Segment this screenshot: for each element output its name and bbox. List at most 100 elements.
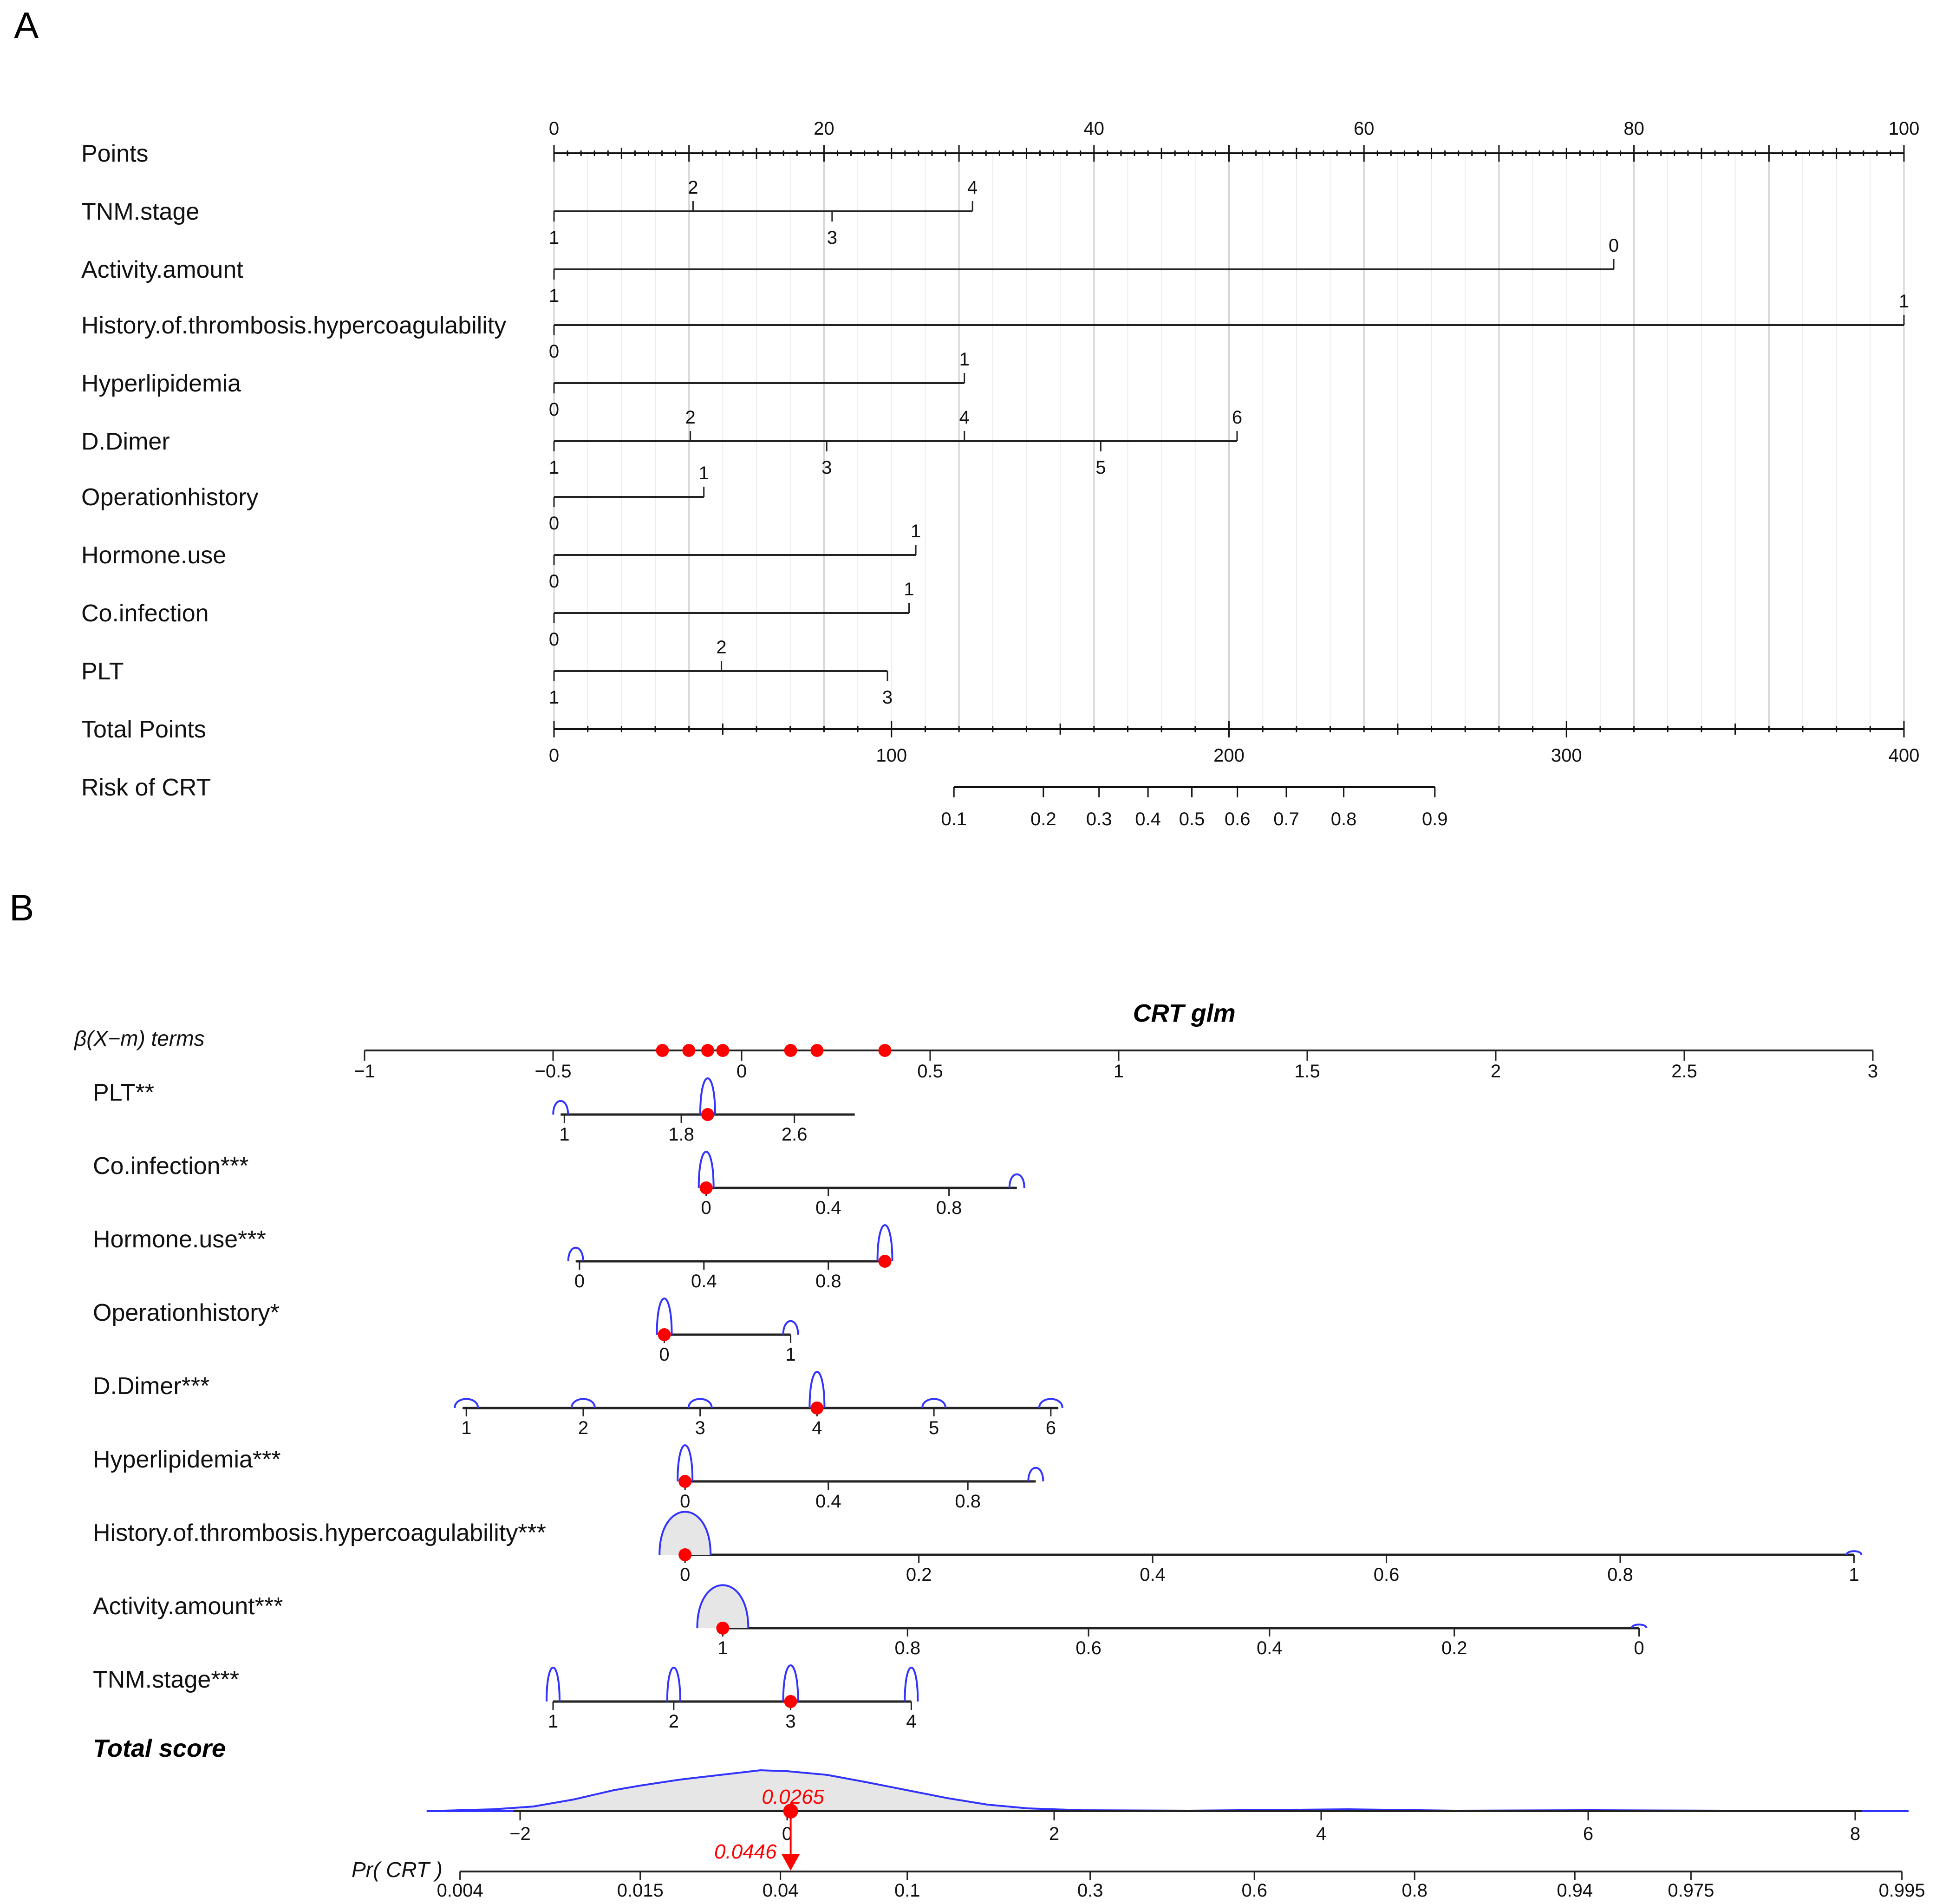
points-tick-label: 0 [549,118,559,139]
density-bump-d-dimer [1038,1398,1063,1408]
scale-tick-label-tnm-stage: 1 [548,1711,558,1732]
scale-tick-label-history-of-thrombosis-hypercoagulability: 0 [680,1565,690,1585]
probability-tick-label: 0.015 [617,1880,664,1901]
scale-tick-label-history-of-thrombosis-hypercoagulability: 0.6 [1374,1565,1400,1585]
scale-tick-label-operationhistory: 0 [549,513,559,534]
beta-tick-label: 2.5 [1671,1061,1697,1082]
row-label-hyperlipidemia: Hyperlipidemia*** [93,1446,281,1473]
scale-tick-label-d-dimer: 5 [1095,457,1106,478]
scale-tick-label-activity-amount: 0.4 [1257,1638,1283,1658]
scale-tick-label-d-dimer: 1 [461,1418,471,1438]
scale-tick-label-d-dimer: 3 [821,457,832,478]
density-bump-hormone-use [876,1224,893,1262]
scale-tick-label-hyperlipidemia: 1 [959,349,970,370]
total-score-tick-label: 6 [1583,1824,1593,1844]
row-label-operationhistory: Operationhistory* [93,1299,280,1326]
beta-tick-label: −1 [354,1061,375,1082]
scale-tick-label-activity-amount: 0 [1609,235,1619,256]
selected-point-tnm-stage [784,1695,797,1708]
points-tick-label: 80 [1623,118,1644,139]
scale-tick-label-co-infection: 0.8 [936,1198,962,1218]
scale-tick-label-plt: 1.8 [668,1124,694,1145]
scale-tick-label-plt: 2.6 [782,1124,808,1145]
total-points-tick-label: 200 [1213,745,1245,766]
total-score-tick-label: −2 [509,1824,531,1844]
density-bump-plt [552,1100,569,1115]
row-label-activity-amount: Activity.amount [81,256,243,283]
scale-tick-label-activity-amount: 1 [717,1638,728,1658]
panel-b-title: CRT glm [1133,999,1236,1027]
row-label-activity-amount: Activity.amount*** [93,1593,283,1620]
beta-tick-label: 3 [1868,1061,1878,1082]
row-label-co-infection: Co.infection*** [93,1153,248,1180]
probability-tick-label: 0.004 [437,1880,483,1901]
density-bump-hyperlipidemia [1027,1467,1044,1482]
selected-point-co-infection [699,1181,713,1194]
row-label-tnm-stage: TNM.stage [81,198,199,225]
probability-tick-label: 0.1 [894,1880,920,1901]
scale-tick-label-history-of-thrombosis-hypercoagulability: 1 [1899,291,1909,312]
scale-tick-label-hyperlipidemia: 0 [680,1491,690,1512]
scale-tick-label-hormone-use: 0.8 [815,1271,841,1291]
density-bump-history-of-thrombosis-hypercoagulability [658,1511,712,1555]
scale-tick-label-activity-amount: 1 [549,286,559,306]
total-points-tick-label: 0 [549,745,559,766]
beta-term-point [682,1044,696,1057]
scale-tick-label-hormone-use: 1 [911,521,921,541]
scale-tick-label-d-dimer: 1 [549,457,559,478]
projection-arrow-head [781,1854,800,1871]
scale-tick-label-d-dimer: 2 [685,407,695,428]
density-bump-tnm-stage [666,1667,681,1702]
risk-tick-label: 0.1 [941,809,967,829]
total-points-tick-label: 300 [1551,745,1582,766]
beta-term-point [656,1044,669,1057]
density-bump-d-dimer [570,1398,596,1408]
scale-tick-label-d-dimer: 6 [1232,407,1242,428]
total-score-tick-label: 8 [1850,1824,1860,1844]
scale-tick-label-plt: 1 [559,1124,569,1145]
beta-term-point [716,1044,730,1057]
beta-term-point [810,1044,824,1057]
density-bump-d-dimer [454,1398,479,1408]
risk-tick-label: 0.2 [1030,809,1056,829]
selected-point-hormone-use [878,1255,892,1268]
row-label-hyperlipidemia: Hyperlipidemia [81,370,241,397]
scale-tick-label-hyperlipidemia: 0 [549,399,559,420]
probability-tick-label: 0.975 [1668,1880,1714,1901]
beta-tick-label: 1 [1114,1061,1124,1082]
scale-tick-label-tnm-stage: 3 [827,228,837,248]
beta-term-point [878,1044,892,1057]
row-label-co-infection: Co.infection [81,600,209,627]
probability-tick-label: 0.3 [1077,1880,1103,1901]
probability-tick-label: 0.6 [1241,1880,1267,1901]
risk-tick-label: 0.4 [1135,809,1161,829]
row-label-tnm-stage: TNM.stage*** [93,1666,239,1693]
density-bump-activity-amount [1630,1624,1648,1629]
scale-tick-label-tnm-stage: 2 [669,1711,679,1732]
scale-tick-label-co-infection: 0 [701,1198,711,1218]
scale-tick-label-tnm-stage: 1 [549,228,559,248]
scale-tick-label-hyperlipidemia: 0.4 [815,1491,841,1512]
row-label-risk-of-crt: Risk of CRT [81,774,211,801]
scale-tick-label-d-dimer: 4 [959,407,970,428]
row-label-total-score: Total score [93,1734,226,1762]
beta-tick-label: 0.5 [917,1061,943,1082]
density-bump-tnm-stage [546,1667,561,1702]
row-label-history-of-thrombosis-hypercoagulability: History.of.thrombosis.hypercoagulability [81,312,506,339]
selected-point-d-dimer [810,1402,824,1415]
density-bump-tnm-stage [904,1667,919,1702]
density-bump-history-of-thrombosis-hypercoagulability [1845,1550,1863,1555]
scale-tick-label-activity-amount: 0.6 [1076,1638,1102,1658]
density-bump-hyperlipidemia [677,1444,694,1482]
scale-tick-label-d-dimer: 5 [929,1418,939,1438]
scale-tick-label-hormone-use: 0 [549,571,559,592]
row-label-history-of-thrombosis-hypercoagulability: History.of.thrombosis.hypercoagulability… [93,1519,546,1546]
points-tick-label: 60 [1354,118,1375,139]
probability-tick-label: 0.8 [1401,1880,1428,1901]
row-label-d-dimer: D.Dimer*** [93,1373,209,1400]
density-bump-operationhistory [656,1298,673,1335]
row-label-total-points: Total Points [81,716,206,743]
beta-term-point [784,1044,797,1057]
density-bump-operationhistory [782,1320,799,1335]
